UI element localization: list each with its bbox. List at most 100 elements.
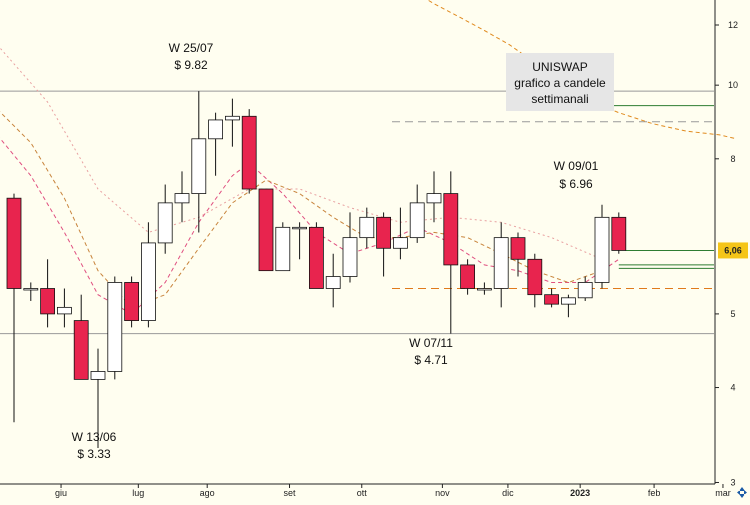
- title-box-background: [506, 53, 614, 111]
- candle: [258, 188, 274, 272]
- candle: [157, 184, 173, 254]
- annotation-low-0711: W 07/11 $ 4.71: [409, 336, 453, 367]
- candle: [460, 259, 476, 295]
- y-tick-label: 5: [730, 309, 735, 319]
- candle-body: [140, 242, 156, 321]
- candle-body: [57, 306, 72, 315]
- candle-body: [107, 282, 123, 372]
- candle: [73, 294, 89, 380]
- candle-body: [191, 138, 207, 194]
- candle-body: [275, 226, 291, 272]
- annotation-date: W 13/06: [72, 430, 117, 444]
- candles-layer: [6, 91, 627, 449]
- candle: [292, 222, 308, 260]
- candle-body: [527, 258, 543, 296]
- candle-body: [544, 294, 559, 305]
- candle-body: [90, 371, 106, 380]
- candle: [359, 207, 375, 249]
- x-tick-label: ago: [200, 488, 215, 498]
- candle: [561, 294, 576, 318]
- y-tick-label: 8: [730, 154, 735, 164]
- annotation-price: $ 9.82: [174, 58, 208, 72]
- last-price-badge-label: 6,06: [724, 245, 742, 255]
- annotation-price: $ 3.33: [77, 447, 111, 461]
- candle: [577, 276, 593, 301]
- title-box-line-1: UNISWAP: [532, 60, 588, 74]
- candle: [443, 171, 459, 334]
- candle: [275, 222, 291, 272]
- annotation-date: W 07/11: [409, 336, 453, 350]
- axis-ticks-layer: 3 4 5 8 10 12 giu lug ago set ott nov dic 2023 feb mar: [55, 20, 738, 498]
- annotation-date: W 25/07: [169, 41, 214, 55]
- y-tick-label: 4: [730, 383, 735, 393]
- candle-body: [224, 115, 240, 121]
- candle: [90, 348, 106, 449]
- y-tick-label: 3: [730, 477, 735, 487]
- x-tick-label: set: [284, 488, 297, 498]
- title-box: UNISWAP grafico a candele settimanali: [506, 53, 614, 111]
- title-box-line-2: grafico a candele: [514, 76, 606, 90]
- annotation-high-2507: W 25/07 $ 9.82: [169, 41, 214, 72]
- candle: [376, 212, 392, 277]
- moving-average-line: [0, 137, 620, 315]
- candle: [174, 171, 190, 223]
- chart-navigation-icon[interactable]: [735, 485, 749, 499]
- candle: [140, 222, 156, 328]
- candle-body: [460, 264, 476, 289]
- chart-navigation-icon-box: [735, 485, 749, 499]
- candle-body: [476, 288, 492, 291]
- candle-body: [124, 282, 139, 321]
- candle-body: [258, 188, 274, 272]
- candle-body: [342, 237, 358, 277]
- candle: [308, 222, 324, 289]
- candle-body: [392, 237, 408, 249]
- candle-body: [292, 226, 308, 230]
- candle: [6, 193, 22, 423]
- x-tick-label: lug: [132, 488, 144, 498]
- x-tick-label: dic: [502, 488, 514, 498]
- candle: [476, 282, 492, 295]
- candle-body: [493, 237, 509, 289]
- candle-body: [308, 226, 324, 289]
- candle: [241, 109, 257, 194]
- annotation-price: $ 4.71: [414, 353, 448, 367]
- title-box-line-3: settimanali: [531, 92, 588, 106]
- last-price-badge-box: [718, 242, 748, 259]
- candle: [527, 253, 543, 308]
- candle: [594, 204, 610, 289]
- x-tick-label: mar: [715, 488, 731, 498]
- candle-body: [577, 282, 593, 299]
- annotation-date: W 09/01: [554, 159, 599, 173]
- candle: [426, 171, 442, 223]
- candle: [57, 288, 72, 328]
- candle: [40, 259, 55, 328]
- candle: [208, 112, 224, 176]
- arrows-icon: [737, 487, 747, 498]
- candle-body: [325, 276, 341, 289]
- candle-body: [426, 193, 442, 204]
- candle-body: [443, 193, 459, 266]
- candle-body: [359, 216, 375, 239]
- x-tick-label: feb: [648, 488, 661, 498]
- candle-body: [376, 216, 392, 249]
- candle-body: [241, 115, 257, 190]
- annotation-price: $ 6.96: [559, 177, 593, 191]
- annotation-high-0901: W 09/01 $ 6.96: [554, 159, 599, 191]
- candle: [544, 288, 559, 308]
- candle: [392, 207, 408, 260]
- candle: [107, 276, 123, 380]
- candle: [23, 282, 39, 301]
- candle-body: [409, 202, 425, 239]
- candle: [124, 276, 139, 328]
- candle-body: [40, 288, 55, 315]
- candle-body: [510, 237, 526, 260]
- candle: [493, 222, 509, 308]
- candle-body: [611, 216, 627, 251]
- last-price-badge: 6,06: [718, 242, 748, 259]
- candle: [191, 91, 207, 233]
- candle: [409, 184, 425, 243]
- candle-body: [561, 297, 576, 305]
- x-tick-label: giu: [55, 488, 67, 498]
